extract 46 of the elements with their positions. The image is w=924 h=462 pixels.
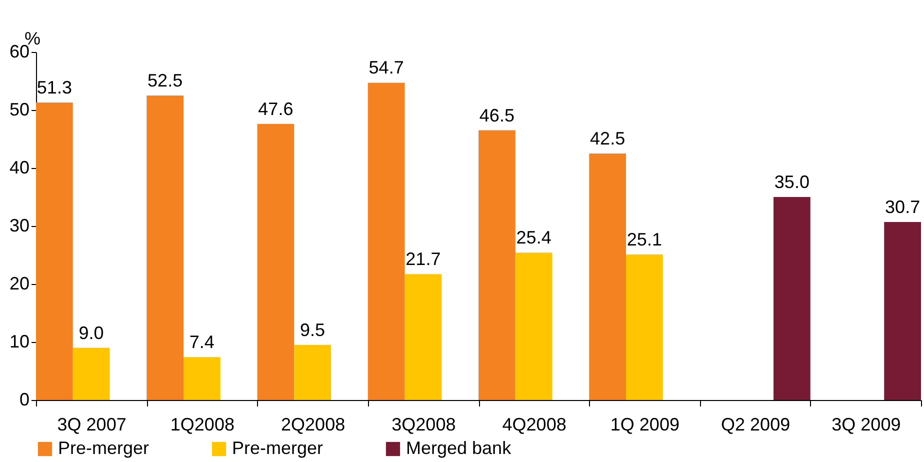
- x-tick-label: 1Q 2009: [610, 414, 680, 434]
- data-label: 54.7: [368, 58, 404, 78]
- x-tick-label: Q2 2009: [721, 414, 790, 434]
- data-label: 51.3: [36, 77, 72, 98]
- data-label: 9.5: [300, 320, 326, 340]
- x-tick-label: 3Q 2009: [832, 414, 901, 434]
- y-tick-label: 20: [9, 274, 30, 294]
- x-tick-label: 3Q 2007: [57, 414, 126, 434]
- bar: [515, 252, 552, 400]
- data-label: 25.1: [626, 229, 662, 250]
- bar: [72, 348, 110, 400]
- bar: [884, 222, 921, 400]
- legend-label: Pre-merger: [232, 438, 324, 458]
- x-tick-label: 2Q2008: [281, 414, 346, 434]
- data-label: 42.5: [590, 128, 626, 148]
- y-tick-label: 40: [9, 158, 30, 178]
- x-tick-label: 3Q2008: [392, 414, 456, 434]
- data-label: 21.7: [406, 249, 441, 270]
- bar: [294, 344, 331, 400]
- data-label: 46.5: [479, 105, 514, 126]
- bar: [774, 197, 810, 400]
- bar: [478, 130, 516, 400]
- bar: [626, 254, 663, 400]
- bar: [257, 124, 294, 400]
- legend-label: Merged bank: [406, 438, 512, 458]
- bar: [589, 154, 626, 400]
- data-label: 47.6: [258, 98, 294, 119]
- legend-label: Pre-merger: [58, 438, 150, 458]
- y-tick-label: 0: [19, 390, 30, 410]
- y-tick-label: 30: [9, 216, 30, 236]
- y-tick-label: 60: [9, 42, 30, 62]
- bar: [184, 357, 220, 400]
- data-label: 52.5: [148, 70, 183, 90]
- data-label: 9.0: [78, 322, 104, 343]
- data-label: 25.4: [516, 228, 552, 248]
- bar: [368, 82, 405, 400]
- bar: [146, 96, 184, 400]
- x-tick-label: 4Q2008: [502, 414, 566, 434]
- data-label: 7.4: [189, 332, 214, 352]
- bar: [36, 102, 73, 400]
- x-tick-label: 1Q2008: [170, 414, 234, 434]
- data-label: 30.7: [885, 196, 920, 217]
- bar: [404, 274, 442, 400]
- y-tick-label: 50: [9, 100, 30, 120]
- data-label: 35.0: [774, 172, 810, 192]
- y-tick-label: 10: [9, 332, 30, 352]
